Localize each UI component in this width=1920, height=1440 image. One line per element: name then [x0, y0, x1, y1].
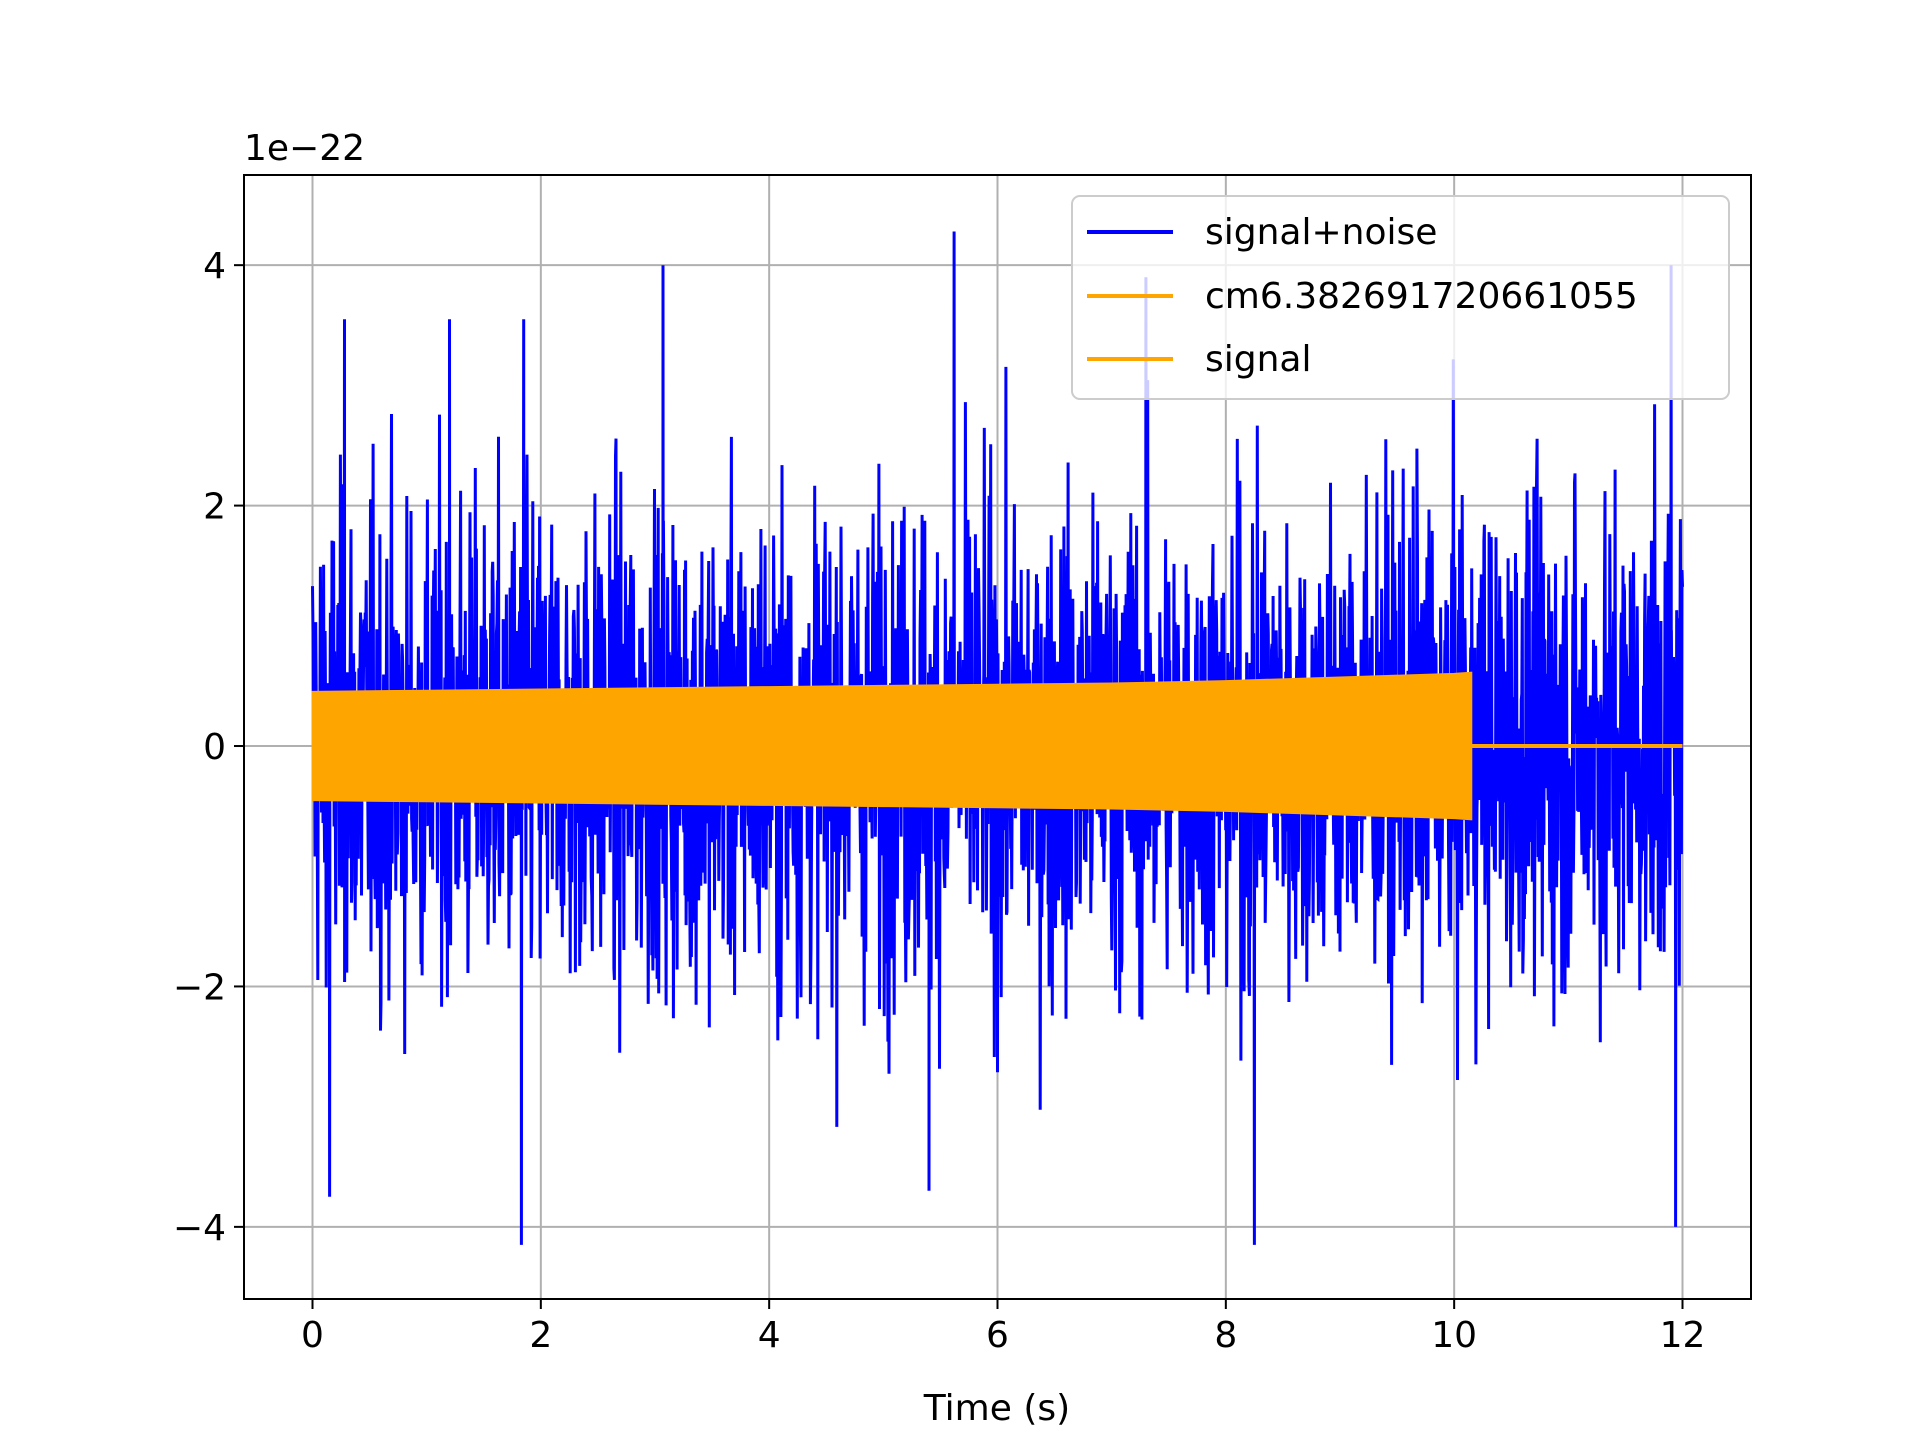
signal-line	[311, 671, 1473, 821]
y-tick-label: 0	[203, 727, 226, 768]
y-tick-label: −2	[173, 967, 226, 1008]
legend-label-signal: signal	[1205, 339, 1312, 380]
legend-box	[1071, 195, 1730, 400]
legend: signal+noise cm6.382691720661055 signal	[1071, 195, 1730, 400]
x-tick-label: 4	[758, 1315, 781, 1356]
x-axis-label: Time (s)	[923, 1388, 1070, 1429]
x-tick-label: 0	[301, 1315, 324, 1356]
x-tick-label: 6	[986, 1315, 1009, 1356]
y-tick-label: 4	[203, 246, 226, 287]
y-offset-label: 1e−22	[244, 128, 365, 169]
series-layer	[311, 231, 1684, 1245]
x-tick-label: 10	[1431, 1315, 1477, 1356]
x-tick-label: 8	[1214, 1315, 1237, 1356]
x-tick-label: 12	[1660, 1315, 1706, 1356]
x-tick-label: 2	[529, 1315, 552, 1356]
legend-label-cm: cm6.382691720661055	[1205, 276, 1638, 317]
y-axis: −4 −2 0 2 4	[173, 246, 244, 1249]
y-tick-label: 2	[203, 487, 226, 528]
y-tick-label: −4	[173, 1208, 226, 1249]
legend-label-signal-noise: signal+noise	[1205, 212, 1437, 253]
x-axis: 0 2 4 6 8 10 12	[301, 1299, 1705, 1356]
